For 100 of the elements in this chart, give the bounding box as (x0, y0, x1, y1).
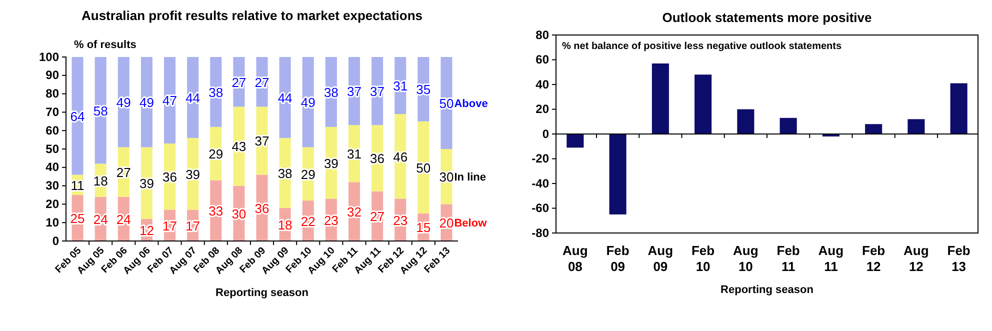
bar (865, 124, 882, 134)
data-label: 38 (324, 84, 338, 100)
bar (72, 57, 84, 175)
y-tick-label: 90 (46, 68, 60, 82)
x-tick-label: Aug 09 (648, 243, 674, 274)
y-axis-title: % net balance of positive less negative outlook statements (562, 41, 842, 52)
data-label: 50 (439, 96, 454, 111)
bar (566, 134, 584, 148)
series-label: Above (454, 98, 488, 110)
y-tick-label: 30 (46, 178, 60, 193)
y-axis-title: % of results (74, 39, 136, 51)
series-label: In line (454, 172, 486, 184)
x-tick-label: Aug 11 (818, 243, 844, 274)
x-tick-label: Feb 10 (692, 243, 715, 274)
x-tick-label: Aug 12 (904, 243, 929, 274)
y-tick-label: -20 (532, 152, 550, 166)
data-label: 36 (370, 151, 385, 166)
y-tick-label: -60 (532, 201, 550, 216)
data-label: 18 (93, 173, 108, 188)
y-tick-label: 0 (52, 234, 60, 248)
data-label: 27 (232, 74, 246, 90)
y-tick-label: 40 (536, 77, 550, 92)
data-label: 27 (254, 74, 270, 90)
x-axis-title: Reporting season (216, 287, 309, 299)
chart-title: Outlook statements more positive (662, 10, 872, 25)
data-label: 30 (232, 206, 246, 222)
data-label: 64 (70, 108, 85, 124)
data-label: 27 (370, 209, 385, 224)
data-label: 36 (162, 170, 177, 185)
data-label: 37 (347, 84, 362, 100)
bar (950, 83, 968, 134)
bar (780, 118, 797, 134)
y-tick-label: 80 (46, 86, 60, 101)
data-label: 49 (300, 95, 316, 110)
data-label: 49 (139, 95, 154, 110)
data-label: 39 (324, 156, 338, 171)
data-label: 31 (393, 78, 408, 94)
bar (652, 63, 669, 134)
data-label: 24 (93, 212, 108, 227)
data-label: 39 (186, 166, 200, 182)
data-label: 25 (70, 211, 85, 226)
y-tick-label: 80 (536, 28, 550, 42)
data-label: 38 (208, 84, 224, 100)
data-label: 58 (93, 103, 108, 118)
x-tick-label: Aug 10 (733, 243, 758, 274)
data-label: 50 (416, 160, 431, 176)
data-label: 35 (416, 82, 431, 98)
data-label: 23 (324, 212, 338, 228)
bar (737, 109, 754, 134)
data-label: 29 (300, 166, 316, 182)
y-tick-label: 20 (536, 102, 550, 116)
y-tick-label: 60 (536, 52, 550, 67)
data-label: 17 (162, 218, 177, 234)
y-tick-label: 70 (46, 105, 60, 120)
data-label: 22 (300, 214, 316, 229)
data-label: 20 (439, 216, 454, 231)
bar (609, 134, 626, 214)
data-label: 36 (254, 200, 270, 216)
data-label: 31 (347, 146, 362, 162)
data-label: 44 (186, 90, 200, 106)
y-tick-label: -40 (532, 176, 550, 190)
y-tick-label: 100 (38, 50, 60, 64)
data-label: 15 (416, 220, 431, 236)
data-label: 12 (139, 222, 154, 238)
y-tick-label: 60 (46, 123, 60, 138)
x-tick-label: Feb 13 (947, 243, 970, 274)
data-label: 49 (116, 95, 131, 110)
series-label: Below (454, 218, 488, 230)
data-label: 38 (278, 166, 292, 181)
bar (694, 74, 712, 134)
data-label: 43 (232, 139, 246, 154)
y-tick-label: 40 (46, 160, 60, 174)
bar (908, 119, 925, 134)
y-tick-label: 20 (46, 197, 60, 212)
y-tick-label: 50 (46, 142, 60, 156)
data-label: 30 (439, 170, 454, 185)
data-label: 17 (186, 218, 200, 234)
data-label: 27 (116, 165, 131, 180)
data-label: 24 (116, 212, 131, 227)
data-label: 39 (139, 176, 154, 192)
y-tick-label: -80 (532, 226, 550, 240)
data-label: 37 (370, 84, 385, 100)
x-tick-label: Feb 12 (862, 243, 886, 274)
x-tick-label: Feb 09 (606, 243, 630, 274)
data-label: 47 (162, 93, 177, 108)
data-label: 11 (70, 178, 84, 193)
x-axis-title: Reporting season (720, 284, 814, 296)
data-label: 46 (393, 149, 408, 164)
y-tick-label: 10 (46, 215, 60, 230)
data-label: 44 (278, 90, 292, 106)
x-tick-label: Aug 08 (562, 243, 588, 274)
data-label: 18 (278, 217, 292, 232)
data-label: 23 (393, 212, 408, 228)
data-label: 32 (347, 204, 362, 220)
data-label: 29 (208, 146, 224, 162)
y-tick-label: 0 (542, 126, 550, 141)
chart-title: Australian profit results relative to market expectations (82, 8, 422, 23)
data-label: 37 (254, 134, 270, 149)
x-tick-label: Feb 11 (776, 243, 800, 274)
data-label: 33 (208, 204, 224, 219)
